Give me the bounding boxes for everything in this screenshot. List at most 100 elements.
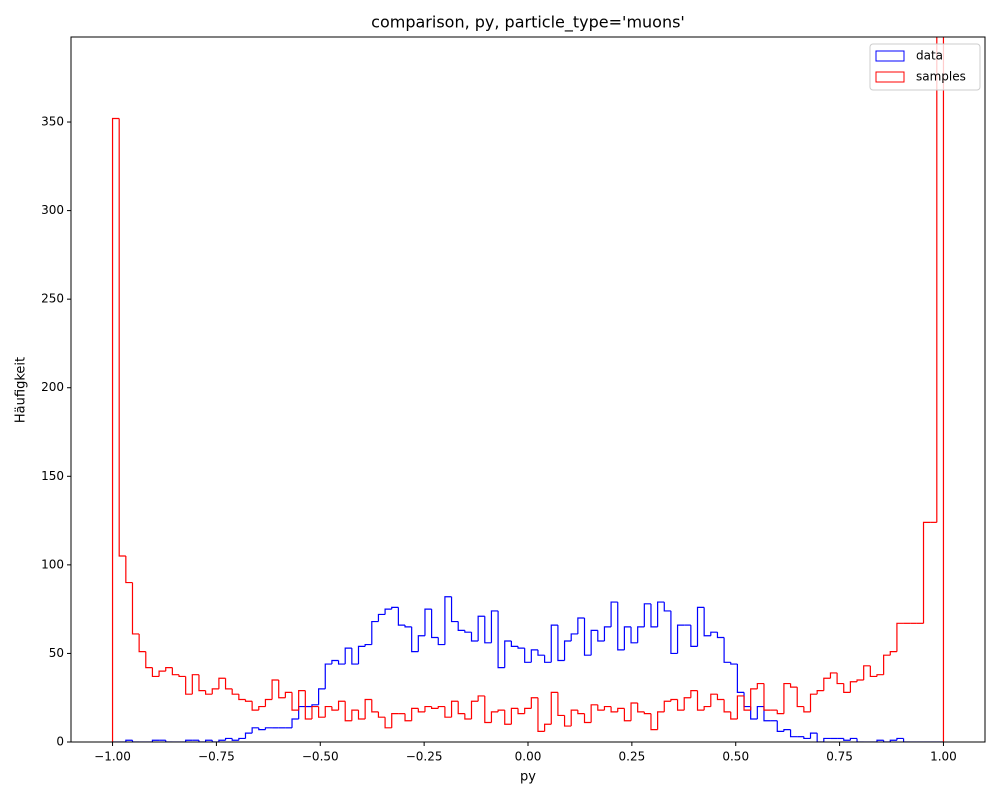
histogram-step [450, 596, 459, 623]
histogram-step [690, 690, 698, 698]
histogram-step [198, 740, 206, 742]
histogram-step [557, 692, 565, 717]
y-tick-label: 300 [41, 203, 64, 217]
histogram-step [889, 651, 897, 656]
histogram-step [145, 651, 153, 669]
legend: data samples [869, 43, 981, 91]
histogram-step [676, 699, 685, 711]
histogram-step [776, 710, 784, 715]
x-tick-label: 1.00 [930, 750, 957, 764]
histogram-step [796, 687, 804, 708]
histogram-step [537, 697, 545, 732]
histogram-step [218, 739, 226, 742]
x-axis-label: py [520, 770, 536, 785]
histogram-step [131, 740, 140, 742]
histogram-step [736, 664, 745, 694]
histogram-step [783, 682, 791, 714]
histogram-step [816, 690, 824, 695]
histogram-step [710, 693, 718, 707]
histogram-step [298, 690, 306, 711]
histogram-step [318, 706, 326, 718]
histogram-step [404, 713, 412, 722]
y-tick-label: 100 [41, 557, 64, 571]
histogram-step [490, 711, 499, 723]
histogram-step [337, 700, 346, 711]
legend-label: data [916, 49, 943, 63]
histogram-step [464, 713, 472, 720]
x-tick-label: 0.00 [515, 750, 542, 764]
histogram-step [377, 711, 386, 718]
axes-frame [70, 36, 986, 743]
histogram-step [517, 646, 525, 649]
histogram-step [165, 740, 173, 742]
histogram-step [185, 739, 193, 742]
histogram-step [544, 723, 552, 732]
histogram-step [809, 732, 818, 739]
y-tick-label: 250 [41, 292, 64, 306]
histogram-step [238, 737, 246, 741]
histogram-step [431, 609, 439, 639]
legend-label: samples [916, 70, 966, 84]
histogram-step [590, 629, 598, 656]
histogram-step [484, 616, 492, 644]
histogram-step [776, 720, 784, 732]
histogram-step [763, 683, 771, 711]
histogram-step [849, 737, 858, 741]
histogram-series [112, 596, 944, 742]
histogram-step [477, 615, 485, 642]
histogram-step [138, 633, 146, 653]
histogram-step [696, 606, 705, 647]
histogram-step [318, 688, 326, 705]
histogram-step [663, 700, 671, 712]
histogram-step [191, 674, 199, 695]
histogram-step [344, 647, 352, 665]
histogram-step [829, 672, 838, 679]
histogram-step [284, 691, 293, 698]
histogram-step [377, 613, 386, 622]
histogram-step [324, 705, 332, 718]
histogram-step [457, 701, 465, 715]
histogram-step [357, 645, 366, 665]
histogram-step [291, 692, 299, 711]
plot-area [111, 37, 945, 742]
histogram-step [530, 697, 538, 709]
histogram-step [650, 713, 658, 731]
histogram-step [789, 729, 798, 738]
histogram-step [291, 718, 299, 728]
histogram-step [444, 706, 452, 718]
histogram-step [563, 715, 572, 727]
histogram-step [889, 739, 897, 742]
histogram-step [490, 610, 499, 643]
histogram-step [424, 705, 432, 712]
histogram-step [563, 640, 572, 661]
y-tick-label: 350 [41, 115, 64, 129]
histogram-step [690, 625, 698, 647]
histogram-step [683, 697, 691, 711]
histogram-step [364, 698, 372, 719]
histogram-step [843, 738, 851, 741]
histogram-step [583, 713, 592, 724]
histogram-step [750, 688, 758, 711]
axes: −1.00 −0.75 −0.50 −0.25 0.00 0.25 0.50 0.75 1.00… [41, 115, 957, 764]
histogram-step [623, 626, 632, 650]
histogram-step [544, 655, 552, 663]
histogram-step [151, 667, 160, 678]
histogram-step [264, 698, 273, 707]
histogram-step [151, 739, 160, 742]
histogram-step [218, 677, 226, 689]
histogram-step [816, 733, 824, 742]
histogram-step [603, 705, 612, 711]
histogram-step [763, 706, 771, 722]
histogram-step [643, 711, 651, 715]
histogram-step [590, 704, 598, 723]
histogram-step [178, 674, 186, 678]
histogram-step [730, 711, 738, 720]
histogram-step [730, 662, 738, 665]
histogram-step [922, 521, 931, 624]
histogram-step [205, 739, 213, 742]
y-axis-label: Häufigkeit [14, 357, 29, 423]
x-tick-label: −0.50 [302, 750, 339, 764]
histogram-step [789, 683, 798, 688]
histogram-step [384, 717, 392, 729]
